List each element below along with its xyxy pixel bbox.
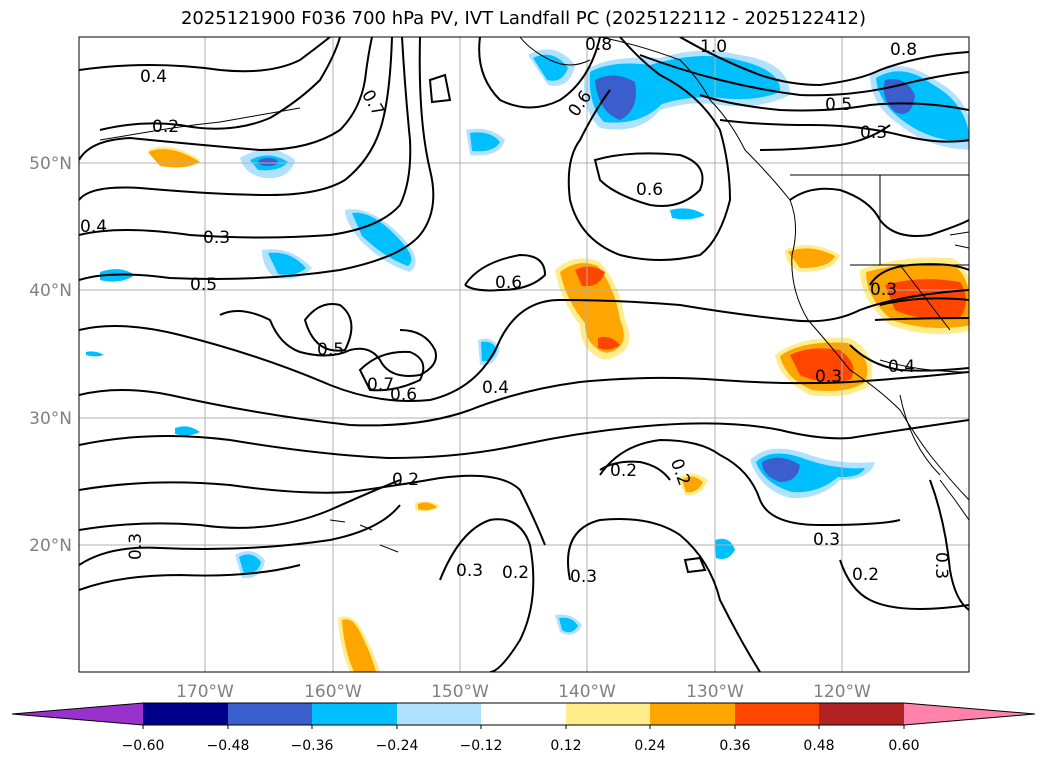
colorbar-tick-label: −0.12 [460, 738, 503, 754]
colorbar-segment [143, 703, 228, 725]
contour-label: 0.6 [390, 385, 417, 405]
contour-label: 0.2 [152, 117, 179, 137]
positive-shading [148, 149, 969, 672]
contour-label: 0.2 [852, 565, 879, 585]
colorbar-segment [566, 703, 650, 725]
colorbar-tick-label: 0.24 [634, 738, 665, 754]
colorbar-tick-label: 0.12 [550, 738, 581, 754]
colorbar-tick-label: −0.60 [122, 738, 165, 754]
contour-label: 0.3 [203, 228, 230, 248]
contour-label: 0.8 [585, 35, 612, 55]
colorbar-tick-label: 0.36 [719, 738, 750, 754]
lat-label-30n: 30°N [29, 409, 72, 429]
lon-label-120w: 120°W [813, 682, 871, 702]
lat-label-20n: 20°N [29, 536, 72, 556]
map-frame [78, 36, 970, 673]
colorbar-tick-label: −0.36 [291, 738, 334, 754]
contour-label: 0.4 [888, 357, 915, 377]
lon-label-150w: 150°W [431, 682, 489, 702]
contour-label: 0.3 [870, 280, 897, 300]
contour-label: 0.8 [890, 40, 917, 60]
longitude-labels: 170°W 160°W 150°W 140°W 130°W 120°W [176, 682, 871, 702]
colorbar-segment [312, 703, 397, 725]
colorbar-tick-label: −0.24 [376, 738, 419, 754]
contour-label: 0.3 [931, 552, 951, 579]
colorbar-segment [481, 703, 566, 725]
contour-label: 0.2 [502, 563, 529, 583]
contour-label: 0.2 [610, 461, 637, 481]
colorbar-segment [228, 703, 312, 725]
contour-label: 0.4 [140, 67, 167, 87]
pv-contours [79, 37, 969, 672]
contour-label: 0.3 [815, 367, 842, 387]
lon-label-140w: 140°W [558, 682, 616, 702]
colorbar-extend-low [12, 703, 143, 725]
contour-label: 0.5 [825, 95, 852, 115]
colorbar: −0.60 −0.48 −0.36 −0.24 −0.12 0.12 0.24 … [11, 702, 1036, 754]
colorbar-tick-label: 0.60 [888, 738, 919, 754]
colorbar-extend-high [904, 703, 1035, 725]
latitude-labels: 50°N 40°N 30°N 20°N [29, 154, 72, 556]
contour-label: 0.5 [190, 275, 217, 295]
contour-label: 0.3 [126, 533, 146, 560]
contour-label: 0.3 [570, 567, 597, 587]
graticule [79, 37, 969, 672]
contour-label: 0.3 [456, 561, 483, 581]
colorbar-segment [819, 703, 904, 725]
contour-label: 0.3 [860, 123, 887, 143]
contour-label: 0.4 [80, 217, 107, 237]
lon-label-170w: 170°W [176, 682, 234, 702]
lat-label-40n: 40°N [29, 281, 72, 301]
contour-label: 0.6 [636, 180, 663, 200]
contour-label: 0.7 [367, 375, 394, 395]
colorbar-tick-label: −0.48 [207, 738, 250, 754]
colorbar-tick-label: 0.48 [803, 738, 834, 754]
map-title: 2025121900 F036 700 hPa PV, IVT Landfall… [180, 8, 867, 29]
lat-label-50n: 50°N [29, 154, 72, 174]
colorbar-segment [650, 703, 735, 725]
contour-label: 0.5 [317, 340, 344, 360]
contour-label: 0.2 [392, 470, 419, 490]
colorbar-segment [735, 703, 819, 725]
lon-label-160w: 160°W [304, 682, 362, 702]
contour-label: 0.4 [482, 378, 509, 398]
contour-label: 1.0 [700, 37, 727, 57]
colorbar-segment [397, 703, 481, 725]
contour-label: 0.6 [495, 273, 522, 293]
contour-label: 0.3 [813, 530, 840, 550]
lon-label-130w: 130°W [686, 682, 744, 702]
